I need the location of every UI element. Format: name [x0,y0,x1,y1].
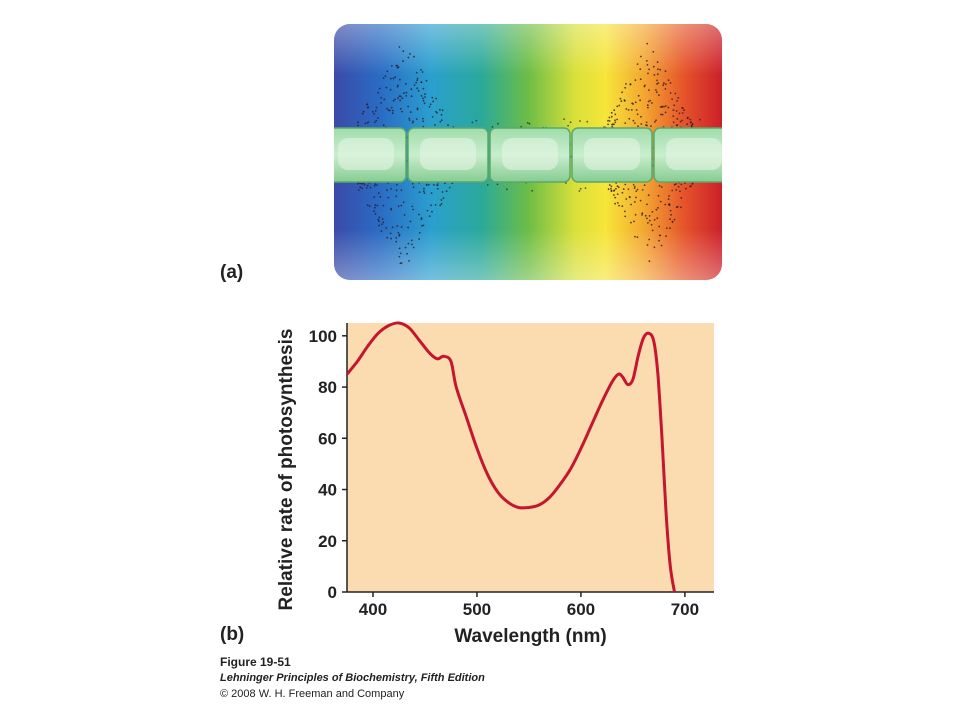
x-tick-label: 400 [359,600,387,619]
copyright: © 2008 W. H. Freeman and Company [220,688,405,700]
x-tick-label: 500 [463,600,491,619]
x-axis-title: Wavelength (nm) [454,626,606,647]
y-tick-label: 0 [328,583,337,602]
x-tick-label: 700 [671,600,699,619]
panel-b-label: (b) [220,624,245,645]
figure-number: Figure 19-51 [220,655,291,669]
y-tick-label: 20 [318,532,337,551]
x-tick-label: 600 [567,600,595,619]
plot-area [347,323,714,592]
y-tick-label: 100 [309,327,337,346]
panel-a-label: (a) [220,262,244,283]
spectrum-illustration [334,24,722,280]
series-line [345,321,676,593]
y-axis-title: Relative rate of photosynthesis [276,329,297,611]
y-tick-label: 40 [318,481,337,500]
book-title: Lehninger Principles of Biochemistry, Fi… [220,672,485,684]
y-tick-label: 80 [318,378,337,397]
y-tick-label: 60 [318,429,337,448]
algal-filament [334,127,722,183]
